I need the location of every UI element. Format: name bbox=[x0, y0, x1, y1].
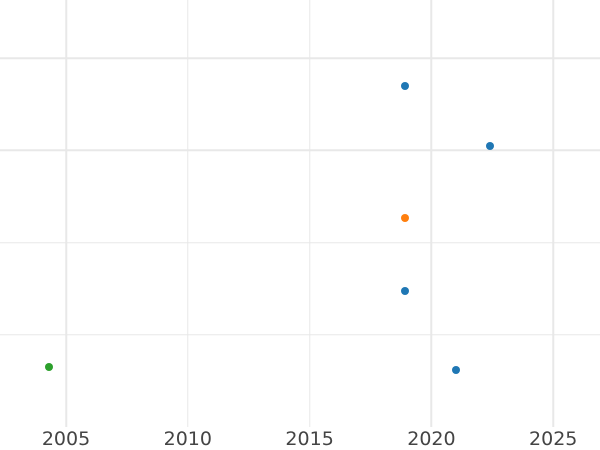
scatter-point-blue-series bbox=[451, 365, 460, 374]
vertical-gridline bbox=[65, 0, 67, 427]
horizontal-gridline bbox=[0, 334, 600, 336]
vertical-gridline bbox=[308, 0, 311, 427]
scatter-point-orange-series bbox=[400, 213, 409, 222]
plot-area bbox=[0, 0, 600, 427]
x-tick-label: 2010 bbox=[163, 428, 212, 450]
scatter-point-blue-series bbox=[400, 286, 409, 295]
scatter-point-blue-series bbox=[400, 81, 409, 90]
x-tick-label: 2005 bbox=[41, 428, 91, 450]
horizontal-gridline bbox=[0, 149, 600, 152]
scatter-point-green-series bbox=[44, 363, 53, 372]
vertical-gridline bbox=[552, 0, 554, 427]
horizontal-gridline bbox=[0, 241, 600, 244]
vertical-gridline bbox=[187, 0, 189, 427]
scatter-point-blue-series bbox=[485, 141, 494, 150]
vertical-gridline bbox=[430, 0, 433, 427]
x-tick-label: 2020 bbox=[407, 428, 456, 450]
x-tick-label: 2025 bbox=[529, 428, 578, 450]
horizontal-gridline bbox=[0, 57, 600, 59]
x-tick-label: 2015 bbox=[285, 428, 334, 450]
